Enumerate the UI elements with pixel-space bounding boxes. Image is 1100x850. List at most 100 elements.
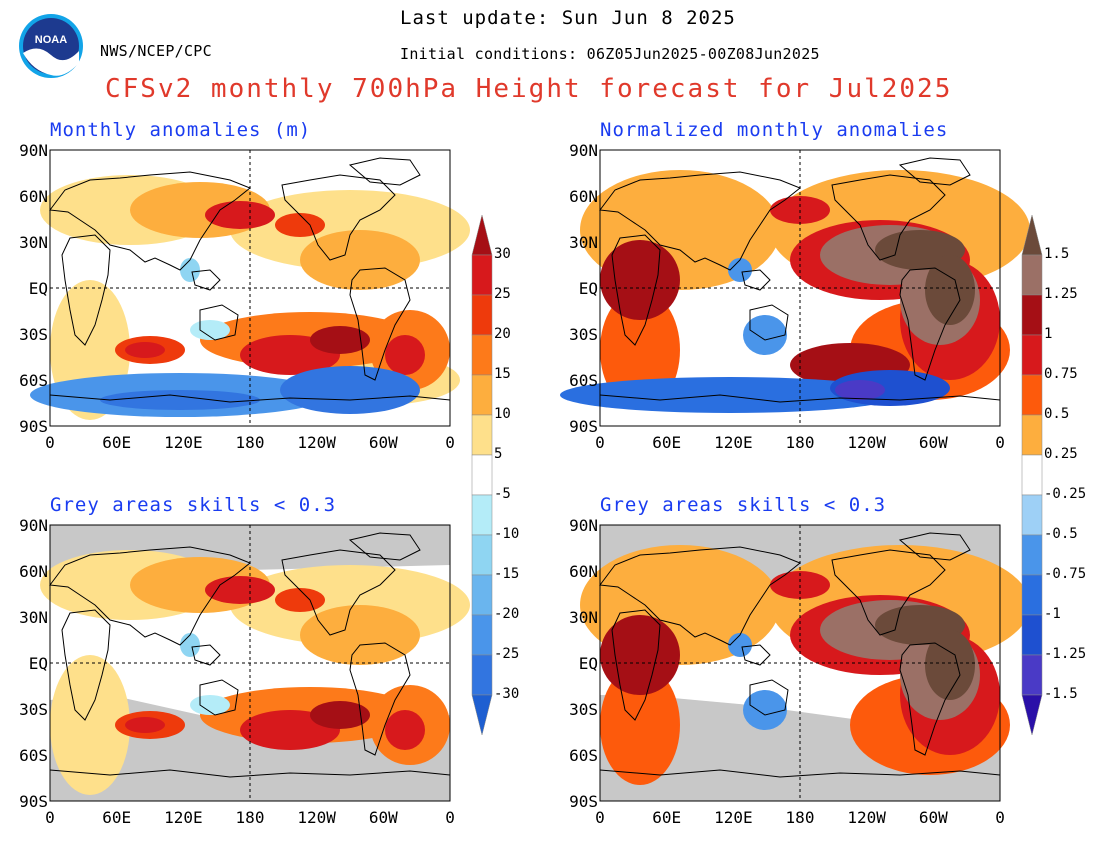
noaa-logo-icon: NOAA (19, 14, 83, 78)
lat-label: 30S (19, 700, 48, 719)
lon-label: 120W (847, 433, 886, 452)
colorbar-tick-label: -20 (494, 606, 520, 622)
colorbar-tick-label: 15 (494, 366, 511, 382)
lon-label: 60W (918, 808, 948, 827)
lon-label: 180 (785, 808, 815, 827)
lat-label: EQ (578, 654, 598, 673)
lat-label: 60S (19, 371, 48, 390)
noaa-logo: NOAA (18, 13, 84, 79)
colorbar-tick-label: -25 (494, 646, 520, 662)
lat-label: 30S (19, 325, 48, 344)
lat-label: 90N (19, 141, 48, 160)
colorbar-tick-label: -30 (494, 686, 520, 702)
lat-label: EQ (578, 279, 598, 298)
lat-label: 30N (19, 608, 48, 627)
lon-label: 180 (235, 433, 265, 452)
colorbar-tick-label: -1.5 (1044, 686, 1078, 702)
panel-title-1: Monthly anomalies (m) (50, 119, 312, 141)
lat-label: 90N (569, 516, 598, 535)
initial-conditions: Initial conditions: 06Z05Jun2025-00Z08Ju… (400, 45, 820, 63)
colorbar-bottom-arrow (1021, 694, 1043, 736)
map-panel-anomaly-masked (40, 524, 470, 802)
lat-label: 60N (569, 187, 598, 206)
lon-label: 120W (297, 433, 336, 452)
colorbar-tick-label: 5 (494, 446, 503, 462)
panel-title-4: Grey areas skills < 0.3 (600, 494, 887, 516)
colorbar-top-arrow (1021, 214, 1043, 256)
colorbar-bottom-arrow (471, 694, 493, 736)
lat-label: 60N (569, 562, 598, 581)
svg-text:NOAA: NOAA (35, 34, 67, 46)
colorbar-tick-label: -15 (494, 566, 520, 582)
colorbar-tick-label: 10 (494, 406, 511, 422)
lat-label: 90S (569, 417, 598, 436)
map-panel-anomaly (30, 149, 470, 427)
panel-title-2: Normalized monthly anomalies (600, 119, 949, 141)
lon-label: 120E (164, 808, 203, 827)
lon-label: 0 (595, 808, 605, 827)
lat-label: 90S (569, 792, 598, 811)
colorbar-tick-label: -10 (494, 526, 520, 542)
lon-label: 0 (45, 433, 55, 452)
colorbar-tick-label: 0.5 (1044, 406, 1070, 422)
map-panel-normalized-masked (580, 524, 1030, 802)
lon-label: 0 (595, 433, 605, 452)
lon-label: 60W (918, 433, 948, 452)
lat-label: 90N (569, 141, 598, 160)
last-update: Last update: Sun Jun 8 2025 (400, 7, 736, 29)
colorbar-tick-label: 25 (494, 286, 511, 302)
colorbar-tick-label: 0.75 (1044, 366, 1078, 382)
colorbar-top-arrow (471, 214, 493, 256)
lat-label: EQ (28, 654, 48, 673)
lon-label: 180 (785, 433, 815, 452)
agency-label: NWS/NCEP/CPC (100, 42, 212, 60)
lat-label: 90S (19, 792, 48, 811)
lon-label: 120E (164, 433, 203, 452)
lon-label: 0 (995, 433, 1005, 452)
lat-label: 90S (19, 417, 48, 436)
colorbar-tick-label: -1.25 (1044, 646, 1087, 662)
lat-label: 60N (19, 562, 48, 581)
lon-label: 60E (652, 808, 682, 827)
colorbar-tick-label: -1 (1044, 606, 1061, 622)
lat-label: EQ (28, 279, 48, 298)
page-title: CFSv2 monthly 700hPa Height forecast for… (105, 74, 953, 104)
lon-label: 60E (102, 433, 132, 452)
lat-label: 60N (19, 187, 48, 206)
lat-label: 30S (569, 700, 598, 719)
lon-label: 60E (102, 808, 132, 827)
lon-label: 180 (235, 808, 265, 827)
colorbar-tick-label: 0.25 (1044, 446, 1078, 462)
lon-label: 120W (847, 808, 886, 827)
colorbar-tick-label: 20 (494, 326, 511, 342)
map-panel-normalized (560, 149, 1030, 427)
colorbar-tick-label: -0.5 (1044, 526, 1078, 542)
colorbar-tick-label: 1.5 (1044, 246, 1070, 262)
lat-label: 30N (19, 233, 48, 252)
colorbar-tick-label: 1 (1044, 326, 1053, 342)
colorbar-tick-label: 1.25 (1044, 286, 1078, 302)
lat-label: 30N (569, 233, 598, 252)
lon-label: 60W (368, 433, 398, 452)
lat-label: 90N (19, 516, 48, 535)
colorbar-tick-label: -0.75 (1044, 566, 1087, 582)
lon-label: 120E (714, 433, 753, 452)
lon-label: 0 (445, 433, 455, 452)
lon-label: 120E (714, 808, 753, 827)
colorbar-anomaly-m (471, 214, 493, 736)
panel-title-3: Grey areas skills < 0.3 (50, 494, 337, 516)
lat-label: 60S (569, 746, 598, 765)
lon-label: 0 (445, 808, 455, 827)
lat-label: 30N (569, 608, 598, 627)
colorbar-tick-label: 30 (494, 246, 511, 262)
lon-label: 120W (297, 808, 336, 827)
lon-label: 60E (652, 433, 682, 452)
lat-label: 60S (569, 371, 598, 390)
colorbar-normalized (1021, 214, 1043, 736)
lon-label: 0 (995, 808, 1005, 827)
lat-label: 60S (19, 746, 48, 765)
lat-label: 30S (569, 325, 598, 344)
colorbar-tick-label: -5 (494, 486, 511, 502)
lon-label: 0 (45, 808, 55, 827)
lon-label: 60W (368, 808, 398, 827)
